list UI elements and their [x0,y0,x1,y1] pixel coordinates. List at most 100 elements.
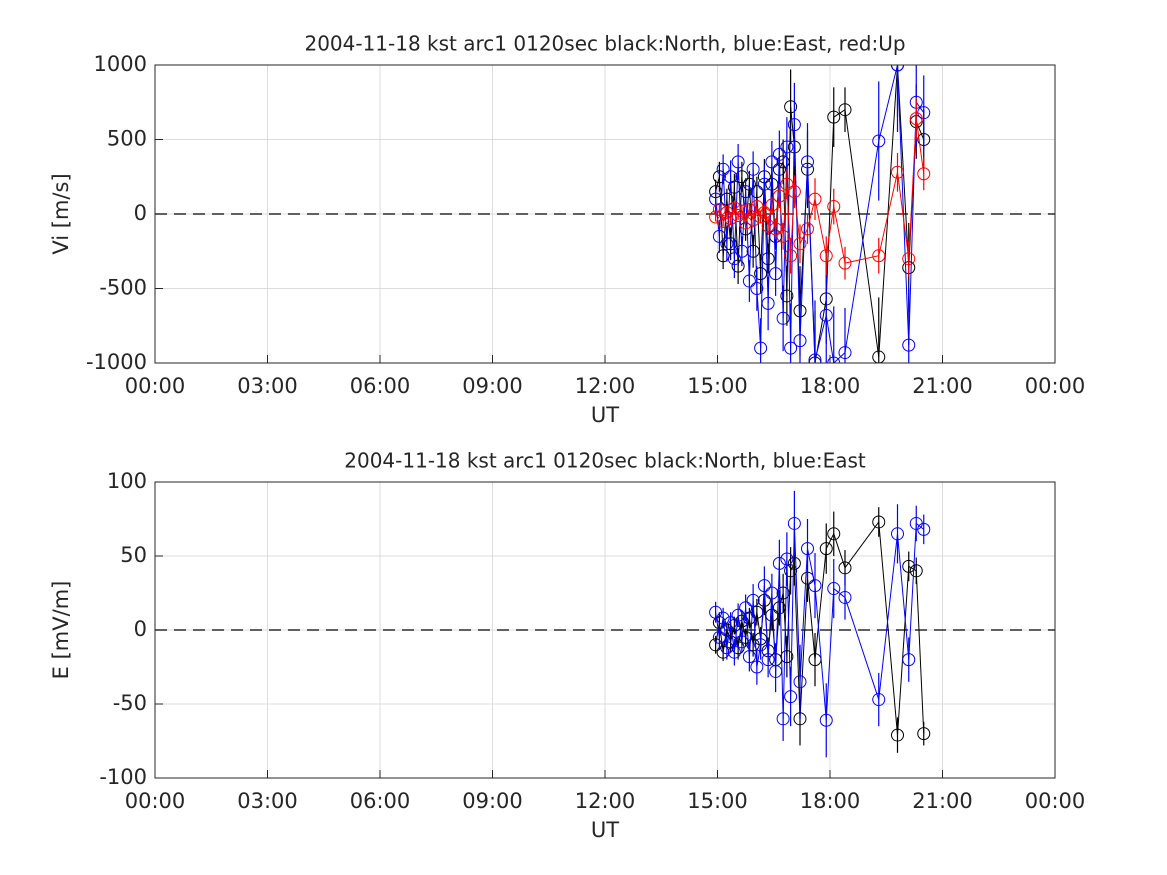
marker [724,170,738,184]
marker [761,296,775,310]
marker [902,653,916,667]
marker [793,675,807,689]
marker [739,601,753,615]
subplot: 00:00 03:00 06:00 09:00 12:00 15:00 18:00 21:00… [49,449,1085,843]
marker [757,177,771,191]
marker [784,100,798,114]
x-tick-label: 00:00 [125,789,186,813]
x-tick-label: 15:00 [687,789,748,813]
marker [784,690,798,704]
marker [765,155,779,169]
marker [872,134,886,148]
marker [712,170,726,184]
x-tick-label: 06:00 [350,789,411,813]
marker [827,200,841,214]
marker [784,249,798,263]
marker [735,244,749,258]
marker [750,660,764,674]
marker [872,515,886,529]
marker [742,650,756,664]
x-tick-label: 03:00 [237,374,298,398]
marker [746,162,760,176]
marker [793,334,807,348]
marker [761,252,775,266]
x-tick-label: 00:00 [1025,789,1086,813]
marker [827,527,841,541]
y-axis-label: E [mV/m] [49,581,73,680]
marker [827,356,841,363]
marker [838,590,852,604]
marker [739,216,753,230]
x-tick-label: 15:00 [687,374,748,398]
marker [724,616,738,630]
marker [712,630,726,644]
chart-title: 2004-11-18 kst arc1 0120sec black:North,… [344,449,866,473]
marker [754,638,768,652]
x-tick-label: 12:00 [575,789,636,813]
y-tick-label: -50 [113,691,147,715]
marker [784,341,798,355]
marker [724,237,738,251]
marker [872,350,886,363]
marker [720,192,734,206]
axes-box [154,481,1056,779]
marker [739,185,753,199]
marker [808,353,822,363]
marker [712,229,726,243]
marker [712,203,726,217]
marker [787,556,801,570]
x-tick-label: 06:00 [350,374,411,398]
x-tick-label: 21:00 [912,789,973,813]
marker [720,237,734,251]
marker [716,214,730,228]
marker [731,155,745,169]
x-tick-label: 12:00 [575,374,636,398]
marker [761,653,775,667]
marker [787,185,801,199]
marker [765,198,779,212]
marker [750,185,764,199]
y-tick-label: 1000 [94,52,147,76]
marker [872,693,886,707]
marker [746,244,760,258]
x-tick-label: 03:00 [237,789,298,813]
y-tick-label: -100 [99,765,147,789]
marker [819,542,833,556]
marker [891,728,904,742]
marker [727,201,741,215]
marker [909,564,923,578]
marker [787,516,801,530]
marker [720,641,734,655]
y-tick-label: 0 [134,201,147,225]
marker [838,346,852,360]
data-layer [709,65,931,363]
marker [827,582,841,596]
marker [808,192,822,206]
x-tick-label: 18:00 [800,789,861,813]
marker [801,155,814,169]
marker [891,65,904,72]
marker [838,103,852,117]
x-tick-label: 00:00 [125,374,186,398]
marker [780,177,794,191]
marker [754,341,768,355]
marker [776,229,790,243]
chart-title: 2004-11-18 kst arc1 0120sec black:North,… [304,32,905,56]
marker [754,210,768,224]
marker [917,522,931,536]
y-tick-label: 500 [107,127,147,151]
marker [819,249,833,263]
x-tick-label: 21:00 [912,374,973,398]
subplot: 00:00 03:00 06:00 09:00 12:00 15:00 18:00 21:00… [49,32,1085,428]
marker [769,222,783,236]
marker [750,282,764,295]
marker [761,219,775,233]
y-axis-label: Vi [m/s] [49,173,73,254]
marker [727,252,741,266]
marker [735,635,749,649]
marker [746,213,760,227]
marker [731,608,745,622]
marker [902,559,916,573]
marker [808,579,822,593]
